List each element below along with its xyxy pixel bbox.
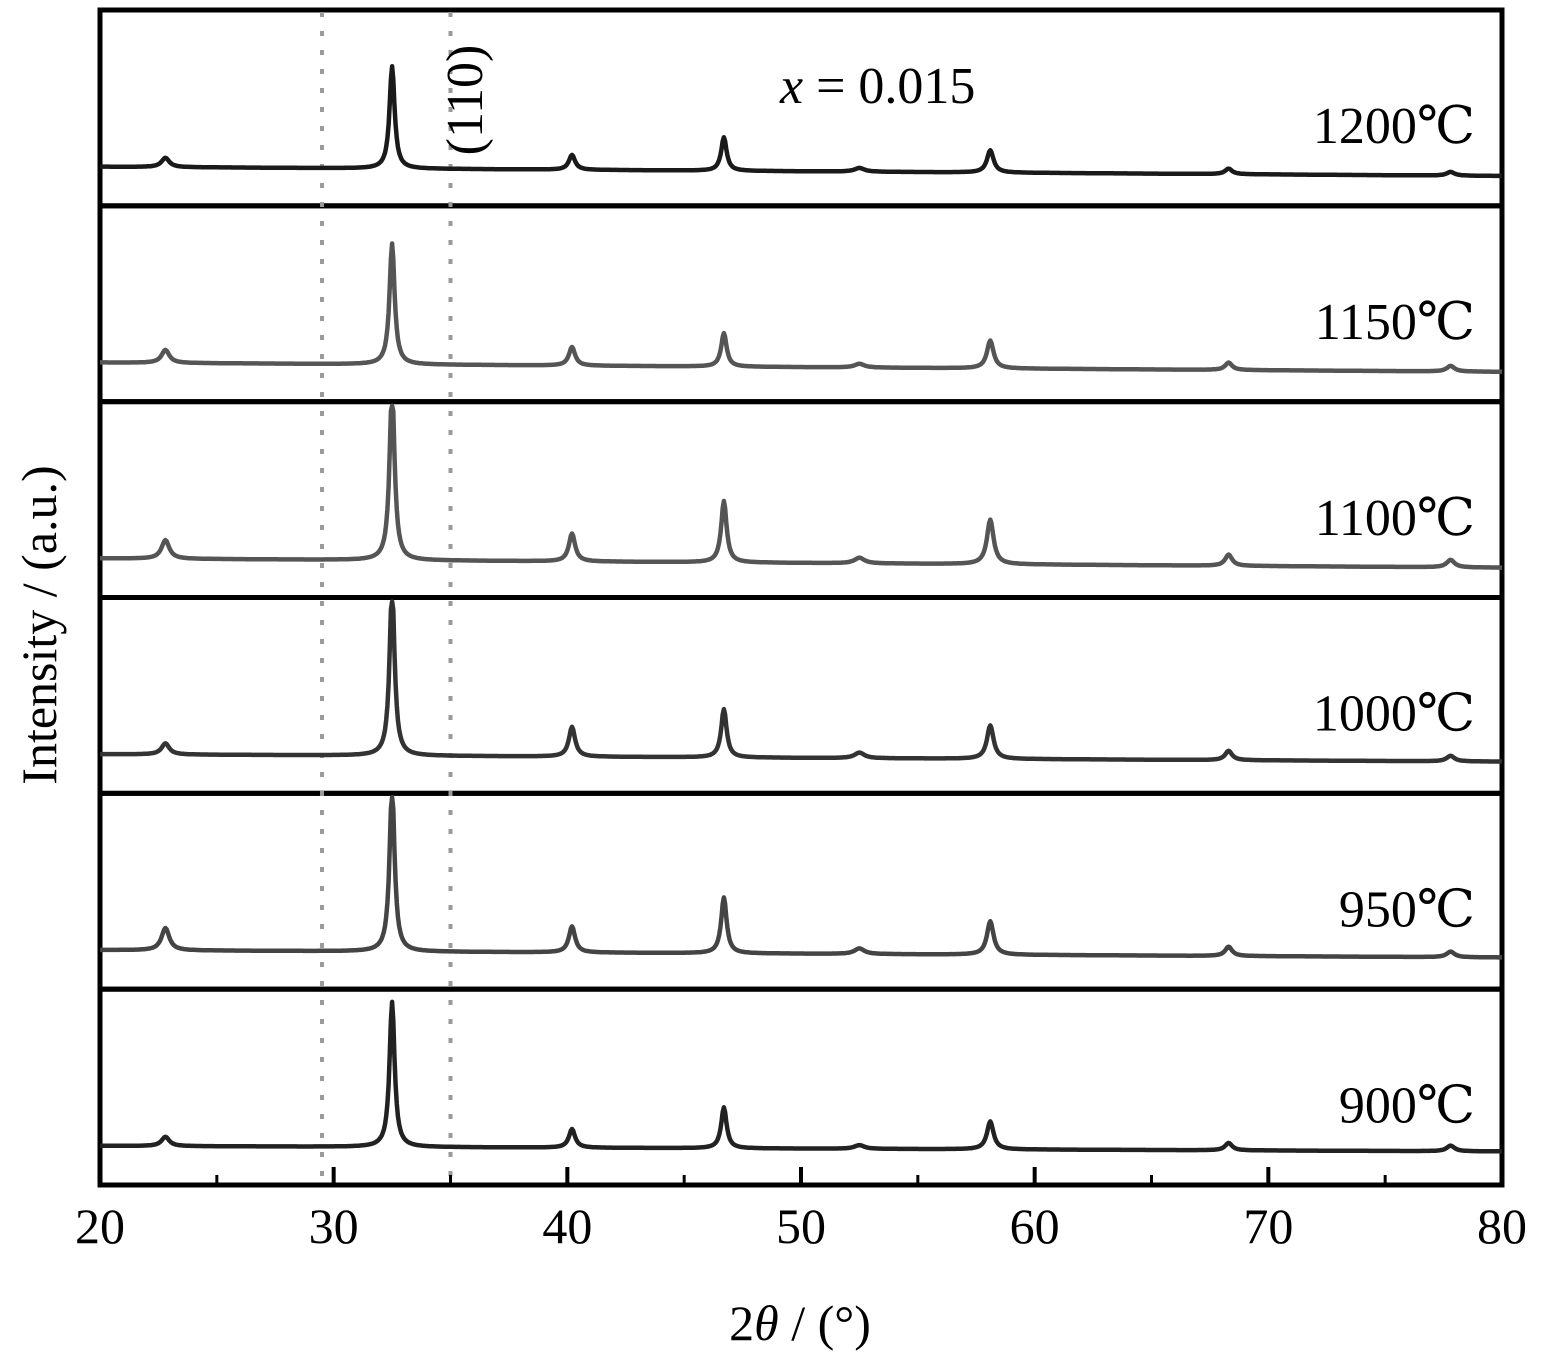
- x-tick-label: 20: [75, 1198, 125, 1254]
- x-axis-label-suffix: / (°): [779, 1295, 871, 1351]
- series-label: 1000℃: [1313, 686, 1475, 743]
- annotation-value: = 0.015: [803, 58, 975, 115]
- series-label: 950℃: [1339, 882, 1475, 939]
- series-curve: [98, 599, 1504, 764]
- annotation-variable: x: [779, 58, 803, 115]
- series-curve: [98, 403, 1504, 570]
- x-axis-label: 2θ / (°): [729, 1295, 871, 1351]
- series-label: 1100℃: [1315, 490, 1475, 547]
- reference-lines-layer: [319, 12, 453, 1181]
- curves-layer: [98, 64, 1504, 1154]
- peak-label-110: (110): [437, 45, 494, 156]
- panel-labels-layer: 1200℃ 1150℃ 1100℃ 1000℃ 950℃ 900℃: [1313, 98, 1475, 1134]
- series-label: 1200℃: [1313, 98, 1475, 155]
- x-tick-label: 40: [542, 1198, 592, 1254]
- series-curve: [98, 64, 1504, 179]
- series-curve: [98, 999, 1504, 1154]
- series-curve: [98, 795, 1504, 960]
- panel-frame: [97, 986, 1505, 1188]
- x-tick-label: 80: [1477, 1198, 1527, 1254]
- series-label: 1150℃: [1315, 294, 1475, 351]
- panels-layer: [97, 7, 1505, 1188]
- x-axis-label-symbol: θ: [754, 1295, 779, 1351]
- annotation-x-value: x = 0.015: [779, 58, 975, 115]
- x-axis: 20 30 40 50 60 70 80: [75, 1167, 1527, 1254]
- x-tick-label: 30: [309, 1198, 359, 1254]
- x-axis-label-prefix: 2: [729, 1295, 754, 1351]
- y-axis-label: Intensity / (a.u.): [11, 465, 67, 784]
- series-label: 900℃: [1339, 1077, 1475, 1134]
- panel-frame: [97, 595, 1505, 796]
- x-tick-label: 50: [776, 1198, 826, 1254]
- series-curve: [98, 241, 1504, 375]
- x-tick-label: 70: [1243, 1198, 1293, 1254]
- panel-frame: [97, 790, 1505, 992]
- x-tick-label: 60: [1010, 1198, 1060, 1254]
